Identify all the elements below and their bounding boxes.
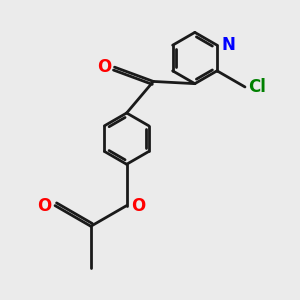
- Text: O: O: [38, 196, 52, 214]
- Text: O: O: [97, 58, 111, 76]
- Text: O: O: [131, 196, 145, 214]
- Text: Cl: Cl: [248, 78, 266, 96]
- Text: N: N: [221, 36, 235, 54]
